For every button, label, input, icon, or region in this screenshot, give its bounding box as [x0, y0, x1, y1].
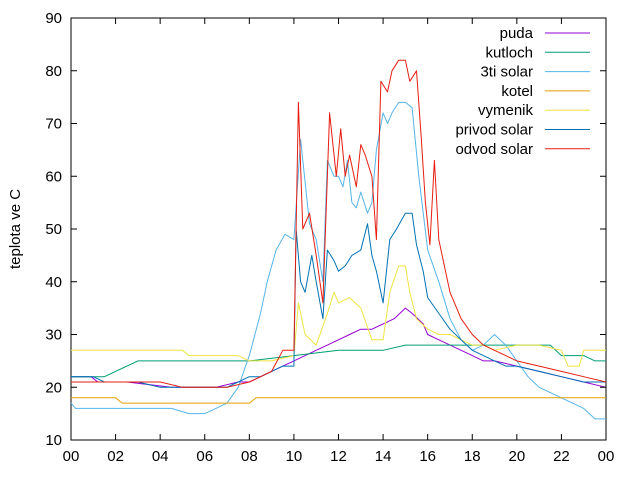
- y-tick-label: 20: [45, 379, 62, 396]
- series-line-vymenik: [71, 265, 606, 367]
- y-tick-label: 90: [45, 10, 62, 27]
- x-tick-label: 06: [196, 448, 213, 465]
- y-tick-label: 70: [45, 116, 62, 133]
- x-tick-label: 08: [241, 448, 258, 465]
- x-tick-label: 04: [152, 448, 169, 465]
- x-tick-label: 14: [375, 448, 392, 465]
- legend-label-vymenik: vymenik: [478, 102, 534, 119]
- axes: 00 02 04 06 08 10 12 14 16 18 20 22 0010203040506070…: [45, 10, 614, 465]
- legend-label-kutloch: kutloch: [485, 44, 533, 61]
- plot-frame: [70, 17, 607, 441]
- plot-area: [70, 17, 607, 441]
- y-tick-label: 60: [45, 168, 62, 185]
- series-layer: [70, 59, 607, 420]
- series-line-privod-solar: [71, 212, 606, 388]
- legend-label-odvod-solar: odvod solar: [455, 141, 533, 158]
- legend-label-puda: puda: [500, 25, 534, 42]
- series-line-puda: [71, 307, 607, 388]
- y-tick-label: 30: [45, 327, 62, 344]
- legend-label-3ti-solar: 3ti solar: [480, 64, 533, 81]
- y-tick-label: 10: [45, 432, 62, 449]
- x-tick-label: 16: [419, 448, 436, 465]
- legend-label-kotel: kotel: [501, 83, 533, 100]
- x-tick-label: 18: [464, 448, 481, 465]
- legend: puda kutloch 3ti solar kotel vymenik privod s…: [455, 25, 590, 158]
- legend-label-privod-solar: privod solar: [455, 122, 533, 139]
- y-tick-label: 40: [45, 274, 62, 291]
- y-tick-label: 80: [45, 63, 62, 80]
- x-tick-label: 12: [330, 448, 347, 465]
- y-axis-label: teplota ve C: [7, 189, 24, 269]
- x-tick-label: 02: [107, 448, 124, 465]
- x-tick-label: 20: [508, 448, 525, 465]
- x-tick-label: 10: [286, 448, 303, 465]
- series-line-3ti-solar: [70, 101, 606, 420]
- y-tick-label: 50: [45, 221, 62, 238]
- series-line-kotel: [71, 397, 606, 404]
- x-tick-label: 00: [63, 448, 80, 465]
- series-line-odvod-solar: [71, 59, 607, 388]
- series-line-kutloch: [71, 344, 606, 378]
- x-tick-label: 00: [598, 448, 615, 465]
- x-tick-label: 22: [553, 448, 570, 465]
